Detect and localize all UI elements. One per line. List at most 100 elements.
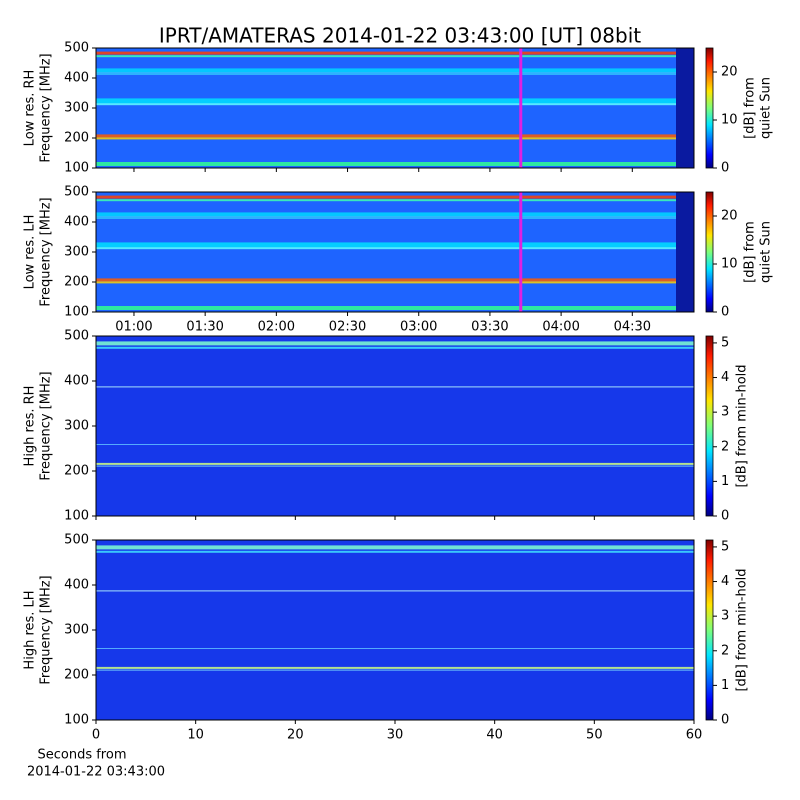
spectrogram <box>96 336 694 516</box>
colorbar <box>705 191 714 313</box>
y-tick-label: 200 <box>64 275 89 290</box>
colorbar-tick-label: 0 <box>721 713 729 728</box>
colorbar-tick-label: 20 <box>721 65 738 80</box>
colorbar-tick-label: 10 <box>721 113 738 128</box>
colorbar-tick-label: 3 <box>721 405 729 420</box>
spectrogram-band <box>96 550 694 553</box>
spectrogram-band <box>96 134 694 138</box>
y-tick-label: 500 <box>64 41 89 56</box>
spectrogram-band <box>96 669 694 671</box>
y-tick-label: 500 <box>64 185 89 200</box>
spectrogram-band <box>96 666 694 669</box>
x-caption: 2014-01-22 03:43:00 <box>27 765 165 780</box>
spectrogram-band <box>96 98 694 104</box>
spectrogram-band <box>96 444 694 445</box>
spectrogram-band <box>96 195 694 199</box>
y-axis-label: High res. RH <box>23 386 38 467</box>
spectrogram <box>96 48 694 168</box>
colorbar-tick-label: 5 <box>721 335 729 350</box>
colorbar-tick-label: 1 <box>721 678 729 693</box>
y-axis-label: Frequency [MHz] <box>39 197 54 306</box>
colorbar-tick-label: 20 <box>721 209 738 224</box>
y-axis-label: High res. LH <box>23 590 38 669</box>
colorbar-tick-label: 0 <box>721 509 729 524</box>
y-tick-label: 500 <box>64 533 89 548</box>
y-tick-label: 300 <box>64 101 89 116</box>
y-tick-label: 300 <box>64 245 89 260</box>
x-tick-label: 50 <box>586 728 603 743</box>
spectrogram-band <box>96 68 694 73</box>
colorbar <box>705 47 714 169</box>
colorbar-tick-label: 2 <box>721 439 729 454</box>
x-tick-label: 20 <box>287 728 304 743</box>
spectrogram-band <box>96 278 694 282</box>
colorbar-tick-label: 4 <box>721 370 729 385</box>
y-tick-label: 200 <box>64 131 89 146</box>
y-axis-label: Frequency [MHz] <box>39 371 54 480</box>
spectrogram-band <box>96 55 694 58</box>
x-tick-label: 02:30 <box>329 320 366 335</box>
y-tick-label: 100 <box>64 509 89 524</box>
y-tick-label: 100 <box>64 305 89 320</box>
x-tick-label: 40 <box>486 728 503 743</box>
x-tick-label: 0 <box>92 728 100 743</box>
x-tick-label: 30 <box>387 728 404 743</box>
colorbar <box>705 335 714 517</box>
spectrogram-band <box>96 242 694 248</box>
x-tick-label: 02:00 <box>258 320 295 335</box>
spectrogram-band <box>96 216 694 219</box>
x-tick-label: 60 <box>686 728 703 743</box>
colorbar <box>705 539 714 721</box>
spectrogram-band <box>96 103 694 106</box>
colorbar-tick-label: 0 <box>721 161 729 176</box>
colorbar-tick-label: 2 <box>721 643 729 658</box>
spectrogram-band <box>96 341 694 346</box>
y-axis-label: Frequency [MHz] <box>39 53 54 162</box>
y-tick-label: 400 <box>64 374 89 389</box>
spectrogram-band <box>96 545 694 550</box>
x-tick-label: 03:30 <box>471 320 508 335</box>
colorbar-label: [dB] from min-hold <box>735 568 750 691</box>
y-tick-label: 500 <box>64 329 89 344</box>
spectrogram-edge <box>676 192 694 312</box>
spectrogram-band <box>96 137 694 140</box>
y-tick-label: 100 <box>64 713 89 728</box>
y-axis-label: Low res. RH <box>23 70 38 147</box>
spectrogram-band <box>96 346 694 349</box>
spectrogram-band <box>96 306 694 310</box>
spectrogram-band <box>96 386 694 388</box>
spectrogram-band <box>96 281 694 284</box>
y-tick-label: 200 <box>64 668 89 683</box>
spectrogram-band <box>96 162 694 166</box>
spectrogram-band <box>96 72 694 75</box>
y-tick-label: 200 <box>64 464 89 479</box>
colorbar-label: [dB] from <box>743 77 758 139</box>
y-axis-label: Low res. LH <box>23 215 38 290</box>
x-tick-label: 01:00 <box>115 320 152 335</box>
spectrogram-band <box>96 212 694 217</box>
y-tick-label: 300 <box>64 419 89 434</box>
spectrogram-band <box>96 465 694 467</box>
y-tick-label: 100 <box>64 161 89 176</box>
colorbar-tick-label: 5 <box>721 539 729 554</box>
y-tick-label: 300 <box>64 623 89 638</box>
spectrogram-band <box>96 648 694 649</box>
colorbar-label: quiet Sun <box>759 221 774 283</box>
spectrogram-band <box>96 590 694 592</box>
x-tick-label: 10 <box>187 728 204 743</box>
y-axis-label: Frequency [MHz] <box>39 575 54 684</box>
colorbar-tick-label: 10 <box>721 257 738 272</box>
x-tick-label: 03:00 <box>400 320 437 335</box>
colorbar-tick-label: 4 <box>721 574 729 589</box>
spectrogram-band <box>96 51 694 55</box>
colorbar-tick-label: 1 <box>721 474 729 489</box>
spectrogram <box>96 540 694 720</box>
spectrogram <box>96 192 694 312</box>
x-tick-label: 04:00 <box>542 320 579 335</box>
spectrogram-band <box>96 247 694 250</box>
y-tick-label: 400 <box>64 71 89 86</box>
x-caption: Seconds from <box>37 748 126 763</box>
colorbar-tick-label: 3 <box>721 609 729 624</box>
colorbar-label: [dB] from min-hold <box>735 364 750 487</box>
